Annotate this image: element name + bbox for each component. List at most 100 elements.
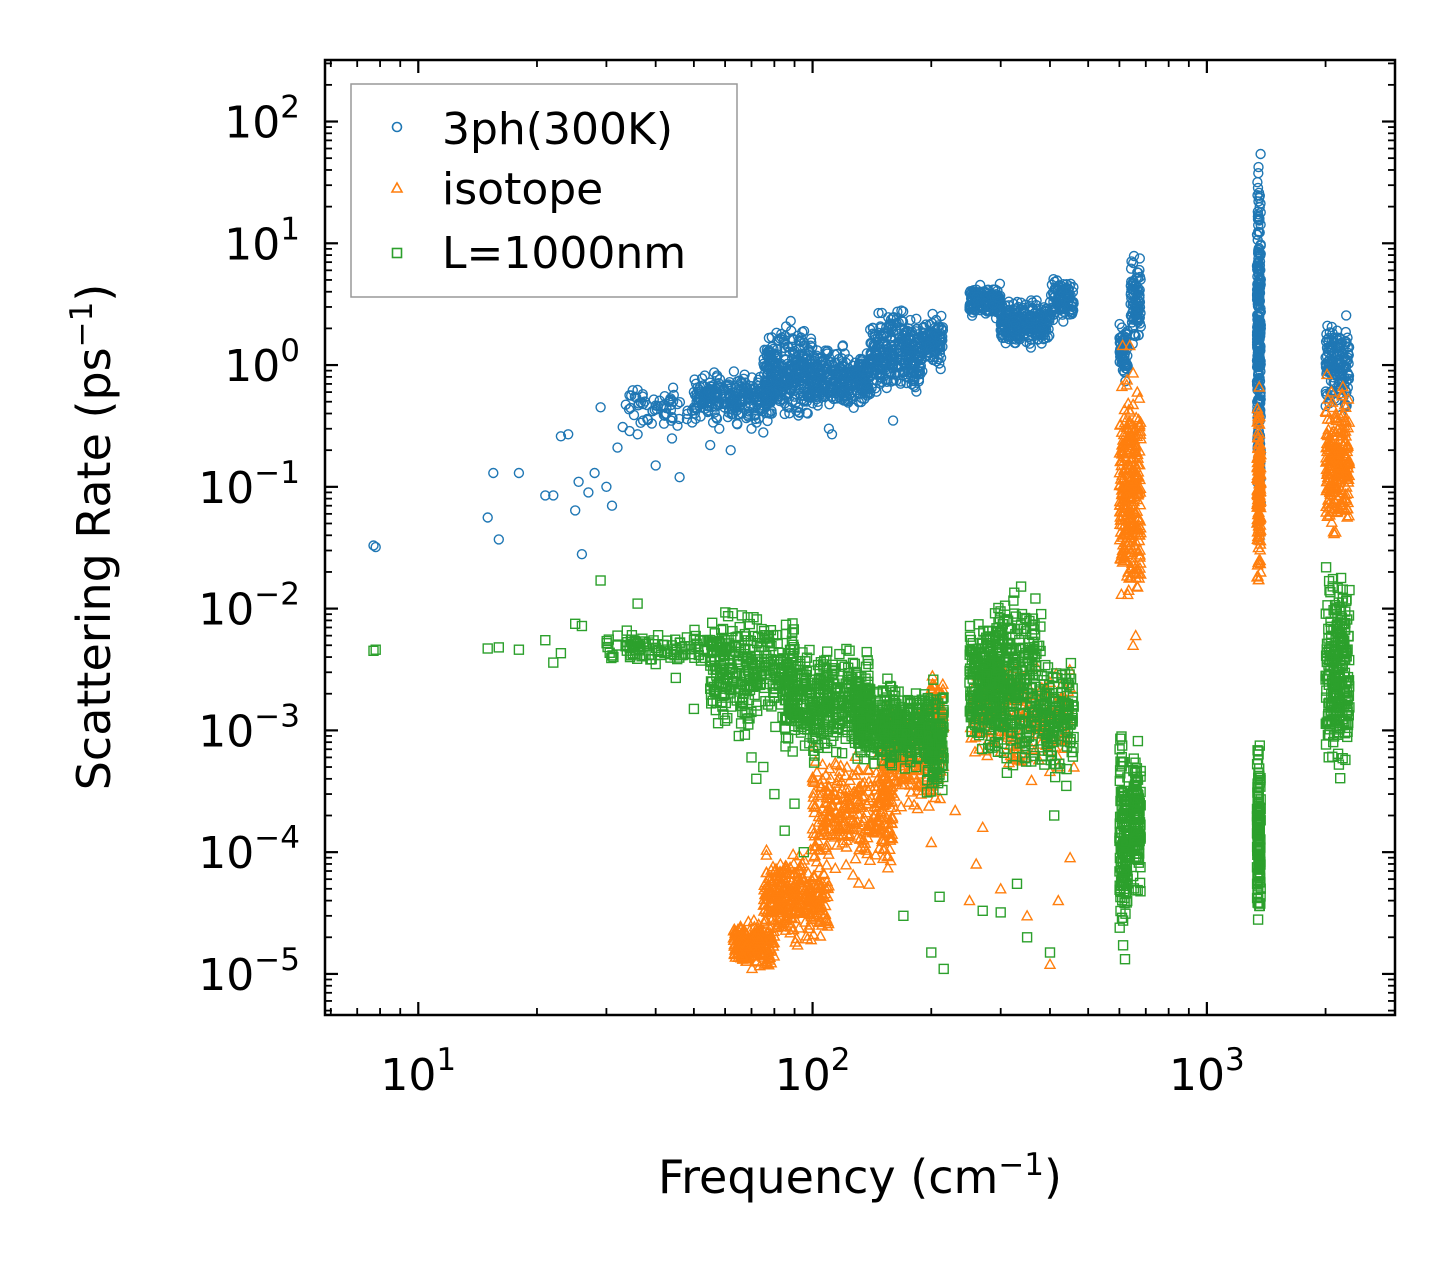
point-3ph-300k--band [780,390,791,401]
point-3ph-300k--band [762,364,773,375]
point-3ph-300k--band [709,367,720,378]
point-isotope-band [849,852,862,864]
point-3ph-300k--band [801,396,812,407]
point-3ph-300k--band [709,407,720,418]
point-isotope [1129,629,1142,641]
point-isotope [1043,957,1057,969]
point-3ph-300k--band [873,307,884,319]
point-3ph-300k- [573,476,584,487]
point-3ph-300k--band [784,371,795,382]
point-3ph-300k--band [793,343,804,354]
point-3ph-300k- [589,467,600,479]
point-3ph-300k--band [743,394,754,405]
point-l-1000nm-band [707,617,718,628]
point-isotope-band [1025,773,1038,786]
point-3ph-300k- [617,421,628,433]
point-3ph-300k--band [784,408,795,419]
point-3ph-300k--band [888,312,899,323]
point-3ph-300k--band [770,351,781,362]
point-3ph-300k- [606,500,618,511]
point-3ph-300k--band [667,382,679,393]
point-3ph-300k--band [766,408,777,419]
point-3ph-300k--band [816,386,828,397]
point-isotope [1052,894,1065,906]
point-3ph-300k--band [902,367,913,378]
point-3ph-300k--band [674,397,686,408]
point-3ph-300k--band [839,361,850,372]
point-3ph-300k- [482,512,493,523]
point-3ph-300k--band [703,384,715,395]
point-3ph-300k--band [620,399,631,410]
point-3ph-300k--band [824,399,835,410]
point-3ph-300k--band [895,360,907,371]
point-3ph-300k--band [798,340,810,351]
point-3ph-300k--band [751,417,762,428]
point-3ph-300k--band [703,388,714,400]
point-3ph-300k- [705,439,716,451]
point-3ph-300k--band [689,408,701,419]
point-3ph-300k--band [870,354,882,365]
point-3ph-300k--band [719,398,731,410]
point-3ph-300k--band [897,316,908,327]
point-3ph-300k--band [814,364,826,375]
point-3ph-300k--band [869,329,881,340]
point-3ph-300k--band [642,413,653,425]
point-3ph-300k--band [821,346,832,357]
point-3ph-300k- [746,423,757,434]
point-3ph-300k--band [725,390,736,402]
point-3ph-300k--band [910,382,921,393]
point-3ph-300k--band [777,366,789,377]
point-isotope [1063,851,1077,863]
point-3ph-300k--band [674,413,685,425]
point-3ph-300k--band [1134,253,1146,264]
point-3ph-300k--band [860,379,872,390]
point-3ph-300k--band [897,333,908,344]
point-3ph-300k--band [689,374,700,385]
point-3ph-300k- [493,534,504,545]
point-isotope [970,857,983,869]
point-3ph-300k--band [661,403,672,414]
point-3ph-300k--band [837,387,848,398]
point-isotope-band [846,868,860,880]
point-3ph-300k--band [775,358,787,370]
point-3ph-300k--band [910,359,921,370]
point-3ph-300k--band [1255,148,1266,160]
point-3ph-300k- [714,423,725,434]
point-3ph-300k--band [660,408,671,419]
point-3ph-300k--band [827,360,838,371]
point-3ph-300k--band [761,395,772,406]
point-3ph-300k- [570,505,581,516]
point-3ph-300k--band [902,356,913,368]
point-3ph-300k--band [917,366,928,377]
point-3ph-300k- [583,487,594,498]
point-l-1000nm-band [822,646,833,657]
point-3ph-300k--band [699,370,710,381]
point-3ph-300k--band [795,390,807,401]
point-3ph-300k--band [866,353,877,364]
point-3ph-300k--band [816,375,828,387]
point-isotope [976,820,989,832]
point-3ph-300k--band [665,394,676,406]
point-3ph-300k--band [911,313,922,324]
point-3ph-300k--band [629,391,641,402]
point-3ph-300k--band [786,353,798,364]
point-3ph-300k- [576,549,588,560]
point-3ph-300k--band [702,406,714,418]
point-3ph-300k--band [871,386,882,397]
point-3ph-300k- [595,402,606,413]
point-3ph-300k--band [784,346,795,358]
point-isotope-band [922,799,936,811]
point-3ph-300k--band [820,345,831,356]
point-3ph-300k--band [885,314,897,325]
point-3ph-300k--band [761,391,772,402]
point-3ph-300k--band [755,404,767,415]
point-3ph-300k--band [876,364,887,375]
point-isotope-band [786,847,800,860]
point-3ph-300k--band [1253,167,1264,179]
point-3ph-300k--band [870,333,881,345]
point-3ph-300k--band [837,341,848,352]
point-3ph-300k- [674,472,685,483]
point-3ph-300k--band [876,307,888,319]
point-3ph-300k--band [802,408,813,419]
point-isotope [1020,909,1034,921]
